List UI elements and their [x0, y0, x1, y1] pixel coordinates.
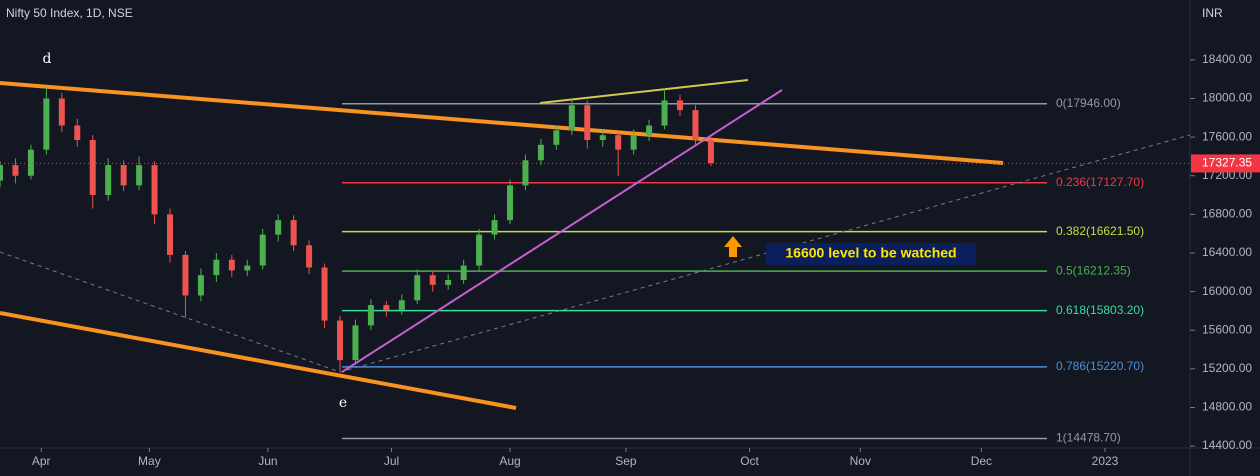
candle-body	[352, 325, 359, 361]
candle-body	[383, 305, 390, 310]
x-tick-label: Jun	[258, 454, 277, 468]
candle-body	[58, 98, 65, 126]
candle-body	[630, 135, 637, 150]
candle-body	[398, 300, 405, 310]
fib-layer: 0(17946.00) 0.236(17127.70) 0.382(16621.50…	[342, 96, 1144, 445]
candle-body	[321, 267, 328, 321]
top-trendline	[539, 79, 749, 104]
candle-body	[213, 259, 220, 276]
candles	[0, 87, 714, 371]
fib-label: 0(17946.00)	[1056, 96, 1121, 110]
resistance-line	[0, 81, 1004, 165]
candle-body	[568, 105, 575, 131]
y-tick-label: 16000.00	[1202, 284, 1252, 298]
candle-body	[507, 185, 513, 221]
candle-body	[692, 110, 699, 140]
rising-trendline	[341, 89, 783, 373]
candle-body	[553, 130, 560, 145]
candle-body	[661, 100, 668, 126]
y-tick-label: 15200.00	[1202, 361, 1252, 375]
candle-body	[244, 265, 251, 271]
candle-body	[429, 275, 436, 285]
candle-body	[491, 220, 498, 235]
candle-body	[151, 165, 158, 215]
candle-body	[43, 98, 50, 150]
fib-label: 0.5(16212.35)	[1056, 263, 1131, 277]
fib-label: 0.382(16621.50)	[1056, 224, 1144, 238]
currency-label: INR	[1202, 6, 1223, 20]
candle-body	[27, 149, 34, 176]
y-tick-label: 14400.00	[1202, 438, 1252, 452]
y-tick-label: 14800.00	[1202, 400, 1252, 414]
candle-body	[275, 220, 282, 235]
candle-body	[584, 105, 591, 140]
note-box	[766, 243, 976, 265]
candle-body	[537, 144, 544, 161]
last-price-box	[1191, 154, 1260, 173]
candle-body	[120, 165, 127, 186]
candle-body	[74, 125, 81, 140]
candle-body	[12, 165, 19, 176]
fib-label: 1(14478.70)	[1056, 431, 1121, 445]
y-tick-label: 16800.00	[1202, 207, 1252, 221]
x-tick-label: 2023	[1092, 454, 1119, 468]
x-tick-label: Aug	[499, 454, 520, 468]
candle-body	[337, 320, 343, 361]
candle-body	[615, 135, 622, 150]
last-price-label: 17327.35	[1202, 156, 1252, 170]
candle-body	[89, 140, 96, 196]
fib-label: 0.618(15803.20)	[1056, 303, 1144, 317]
candle-body	[167, 214, 173, 255]
note-text: 16600 level to be watched	[785, 245, 956, 261]
x-tick-label: Oct	[740, 454, 759, 468]
dashed-trendline	[339, 134, 1191, 373]
x-tick-label: Jul	[384, 454, 399, 468]
chart-title: Nifty 50 Index, 1D, NSE	[6, 6, 133, 20]
candle-body	[476, 234, 483, 266]
candle-body	[136, 165, 143, 186]
support-line	[0, 311, 517, 410]
candle-body	[677, 100, 683, 111]
x-tick-label: Apr	[32, 454, 51, 468]
candle-body	[182, 254, 189, 296]
candle-body	[290, 220, 297, 246]
point-label: e	[339, 395, 347, 411]
candle-body	[445, 280, 452, 285]
x-tick-label: Sep	[615, 454, 637, 468]
y-tick-label: 18400.00	[1202, 52, 1252, 66]
candle-body	[306, 245, 313, 268]
candle-body	[646, 125, 653, 136]
candle-body	[0, 165, 3, 181]
candle-body	[105, 165, 112, 196]
y-tick-label: 17600.00	[1202, 129, 1252, 143]
y-tick-label: 18000.00	[1202, 91, 1252, 105]
candle-body	[228, 259, 235, 271]
candle-body	[259, 234, 266, 266]
y-tick-label: 15600.00	[1202, 322, 1252, 336]
point-label: d	[43, 51, 52, 67]
x-tick-label: May	[138, 454, 161, 468]
candle-body	[599, 135, 606, 140]
y-tick-label: 16400.00	[1202, 245, 1252, 259]
x-tick-label: Nov	[850, 454, 871, 468]
candle-body	[707, 140, 714, 164]
x-tick-label: Dec	[971, 454, 992, 468]
candle-body	[460, 265, 467, 280]
candle-body	[522, 160, 529, 186]
candle-body	[414, 275, 421, 301]
fib-label: 0.786(15220.70)	[1056, 359, 1144, 373]
candle-body	[197, 275, 204, 296]
fib-label: 0.236(17127.70)	[1056, 175, 1144, 189]
arrow-up	[724, 236, 742, 257]
candle-body	[367, 305, 374, 326]
